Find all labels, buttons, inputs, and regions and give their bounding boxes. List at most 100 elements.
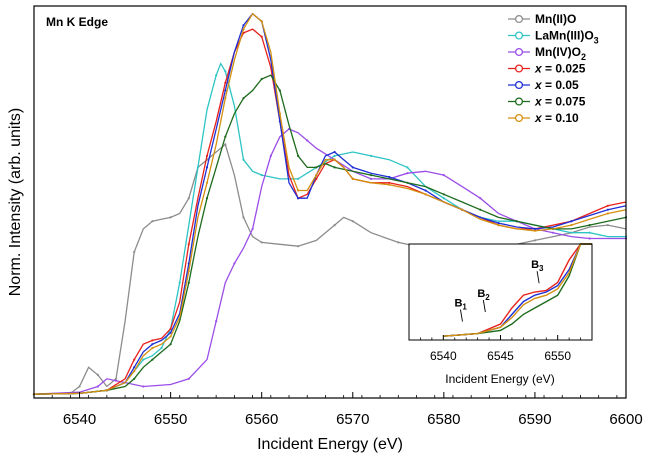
series-4-point [297,197,300,200]
series-3-point [606,204,609,207]
series-5-point [205,197,209,200]
series-0-point [114,377,118,380]
series-1-point [442,197,445,200]
series-5-point [333,166,336,169]
series-4-point [278,120,281,123]
series-line-5 [33,74,627,395]
series-2-point [142,385,145,388]
series-6-point [260,20,263,23]
series-0-point [333,224,336,227]
series-5-point [242,97,245,100]
series-0-point [78,385,81,388]
series-3-point [224,81,227,84]
series-4-point [424,189,427,192]
series-4-point [333,150,336,154]
legend-label: x = 0.10 [534,111,579,125]
series-5-point [479,208,482,211]
series-5-point [442,193,445,196]
series-6-point [278,112,281,115]
series-6-point [242,28,245,31]
series-1-point [333,154,336,157]
series-5-point [260,77,263,81]
series-0-point [533,239,537,242]
x-tick-label: 6580 [427,411,460,428]
y-axis-label: Norm. Intensity (arb. units) [7,108,24,297]
main-plot-series [32,12,628,396]
series-5-point [588,224,591,227]
series-1-point [588,231,591,234]
series-4-point [533,227,537,230]
series-4-point [570,220,573,223]
series-line-2 [33,128,626,395]
x-tick-label: 6540 [63,411,96,428]
series-1-point [215,74,218,77]
inset-plot-series [443,243,592,337]
legend-swatch-marker [514,14,524,24]
series-1-point [242,158,245,161]
legend-label: Mn(II)O [535,12,576,26]
series-4-point [351,166,354,169]
series-2-point [306,139,309,142]
series-2-point [187,377,190,380]
legend-swatch-marker [514,80,524,90]
x-axis-label: Incident Energy (eV) [257,436,403,453]
series-3-point [205,154,209,157]
series-5-point [133,377,136,380]
series-4-point [133,366,136,369]
legend-label: x = 0.075 [534,95,586,109]
series-1-point [160,346,163,350]
series-6-point [497,224,500,227]
series-4-point [497,222,500,225]
annotation-pointer [460,309,463,322]
series-0-point [397,241,400,244]
series-5-point [224,135,227,138]
inset-x-tick-label: 6540 [430,349,457,363]
series-6-point [315,174,318,177]
series-6-point [533,229,537,232]
inset-plot-axes: 6540 6545 6550 [420,335,581,363]
series-5-point [169,343,172,346]
series-3-point [169,327,172,330]
series-6-point [224,97,227,100]
series-5-point [406,181,409,184]
series-1-point [178,281,181,284]
series-2-point [251,227,254,230]
series-2-point [479,197,482,200]
series-2-point [369,177,373,180]
series-5-point [151,358,154,361]
series-2-point [406,172,409,175]
edge-annotation: Mn K Edge [46,15,108,29]
series-6-point [351,177,354,180]
series-1-point [297,177,300,180]
series-4-point [187,262,190,265]
x-tick-label: 6590 [518,411,551,428]
legend-swatch-marker [514,113,524,123]
series-4-point [205,166,209,169]
series-1-point [369,154,373,157]
series-3-point [133,358,136,361]
x-tick-label: 6560 [245,411,278,428]
series-0-point [297,245,300,248]
legend-label: Mn(IV)O2 [535,45,586,62]
series-6-point [169,335,172,338]
legend-swatch-marker [514,31,524,40]
series-6-point [205,181,209,184]
series-1-point [260,174,263,177]
legend-label: x = 0.025 [534,62,586,76]
inset-series-line-6 [443,243,592,337]
series-6-point [297,189,300,192]
series-0-point [260,241,263,244]
series-0-point [242,216,245,219]
inset-x-axis-label: Incident Energy (eV) [445,372,554,386]
inset-annotations: B1 B2 B3 [454,259,544,322]
series-2-point [233,262,236,265]
series-3-point [151,339,154,342]
series-3-point [260,35,263,38]
series-6-point [333,158,336,161]
series-5-point [515,220,518,223]
series-4-point [224,89,227,92]
inset-series-line-5 [443,243,592,337]
series-6-point [461,208,464,211]
